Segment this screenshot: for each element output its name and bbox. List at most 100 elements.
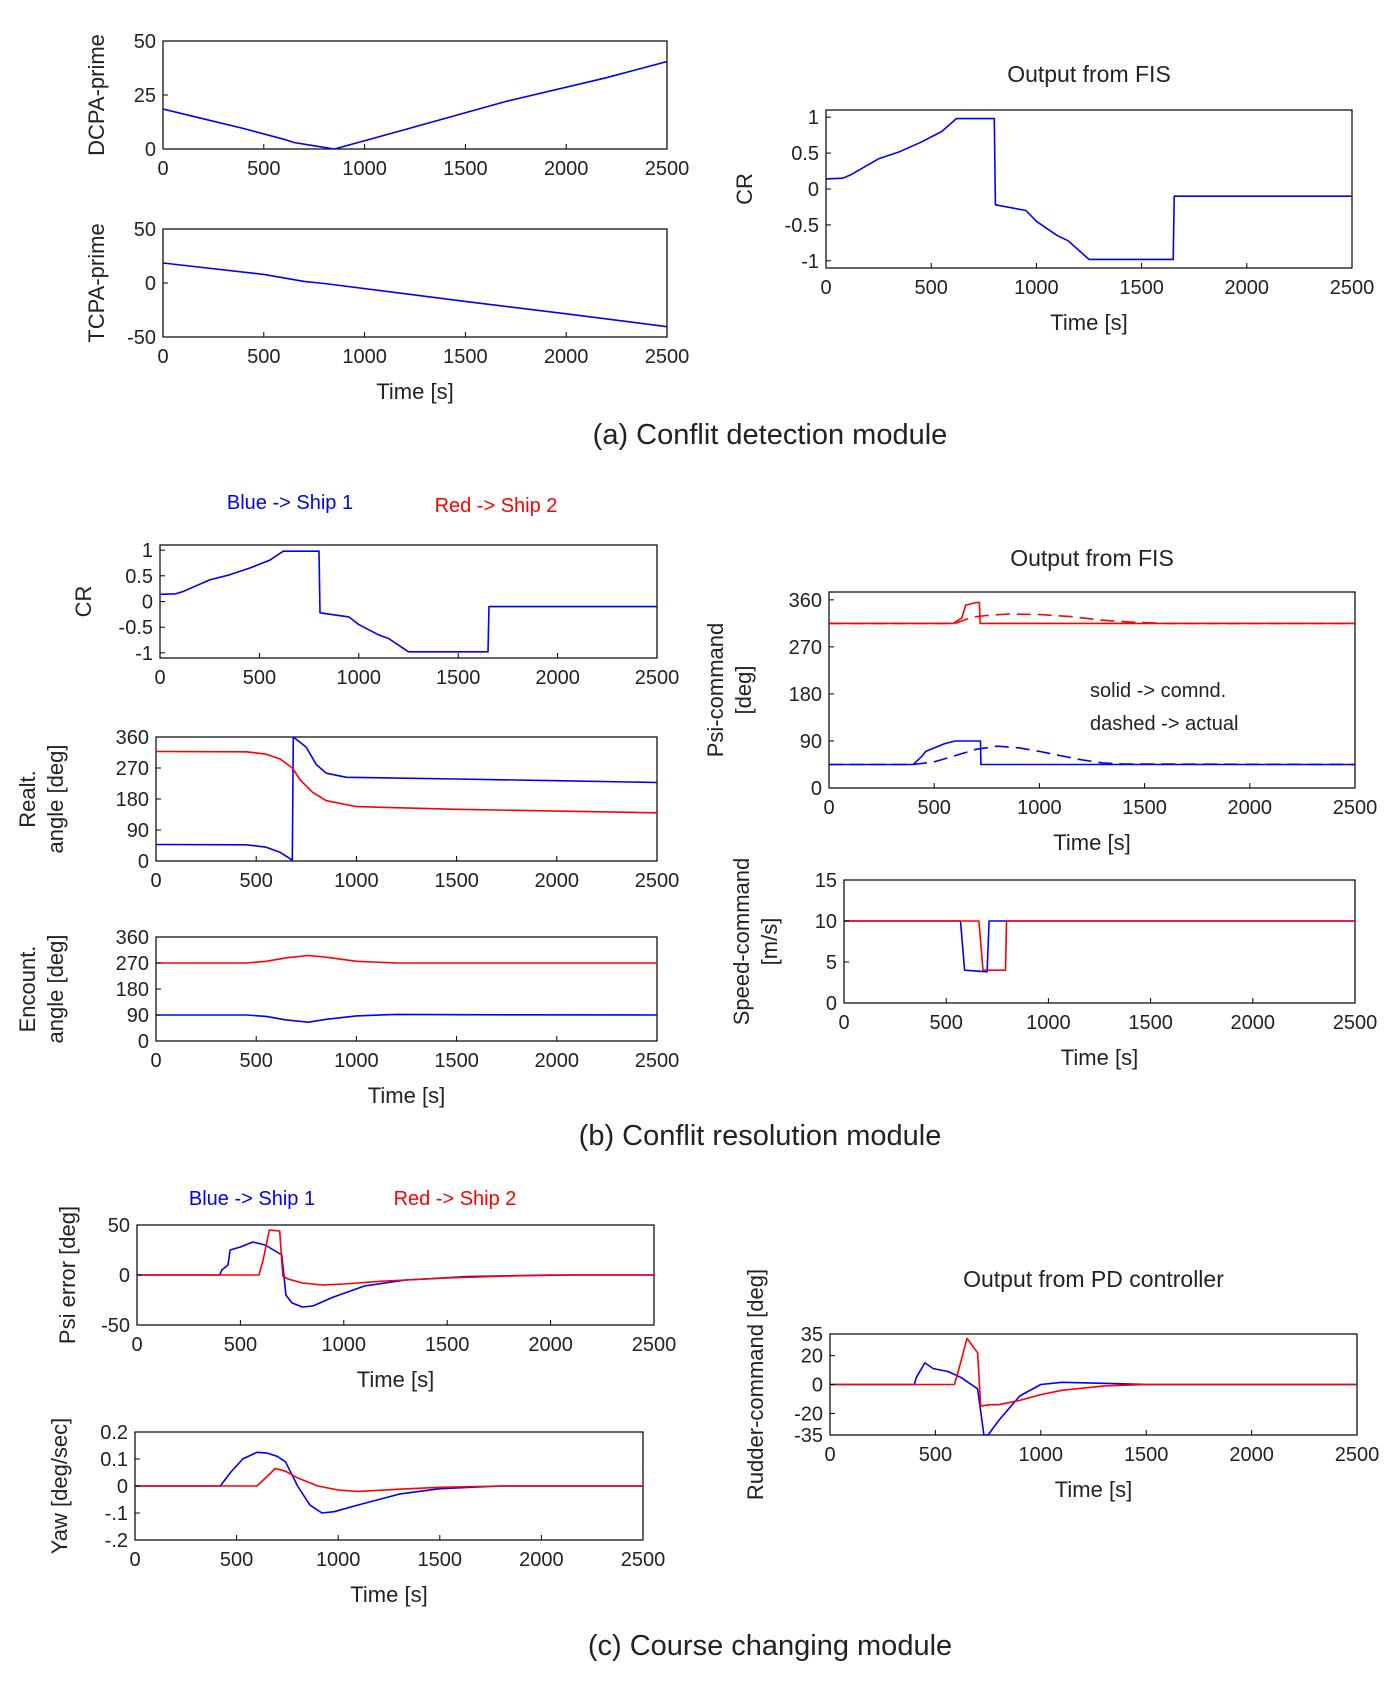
psi_err-ylabel: Psi error [deg]: [55, 1206, 80, 1344]
enc-series-red-line: [156, 954, 657, 964]
chart-tcpa: 0 500 1000 1500 2000 2500-50050TCPA-primeTime…: [84, 219, 689, 404]
rudder-ytick-label: -35: [794, 1425, 823, 1447]
dcpa-plot-frame: [162, 40, 668, 150]
cr_a-title: Output from FIS: [1007, 61, 1171, 87]
enc-xtick-label: 2500: [635, 1050, 680, 1072]
psi_cmd-xtick-label: 1000: [1017, 797, 1062, 819]
yaw-xtick-label: 1500: [418, 1549, 463, 1571]
enc-series-blue-line: [156, 1013, 657, 1024]
tcpa-xtick-label: 0: [157, 346, 168, 368]
cr_a-plot-frame: [825, 109, 1353, 269]
psi_cmd-ytick-label: 180: [789, 684, 822, 706]
relt-series-red-line: [156, 750, 657, 814]
legend-blue-b: Blue -> Ship 1: [227, 492, 353, 514]
cr_b-series-group: [160, 550, 657, 653]
psi_err-ytick-label: -50: [101, 1315, 130, 1337]
enc-xlabel: Time [s]: [368, 1083, 445, 1108]
relt-xtick-label: 2500: [635, 870, 680, 892]
enc-ytick-label: 90: [127, 1005, 149, 1027]
tcpa-xtick-label: 2500: [645, 346, 690, 368]
cr_a-ytick-label: -0.5: [785, 215, 819, 237]
cr_a-series-group: [826, 117, 1352, 261]
enc-xtick-label: 0: [150, 1050, 161, 1072]
enc-ylabel: Encount.: [15, 946, 40, 1033]
relt-xtick-label: 1000: [334, 870, 379, 892]
psi_cmd-title: Output from FIS: [1010, 545, 1174, 571]
cr_a-ytick-label: 0.5: [791, 143, 819, 165]
dcpa-xtick-label: 1500: [443, 158, 488, 180]
cr_b-xtick-label: 0: [154, 667, 165, 689]
cr_b-xtick-label: 1500: [436, 667, 481, 689]
rudder-xtick-label: 2000: [1229, 1444, 1274, 1466]
psi_cmd-series-red-line: [829, 601, 1355, 625]
rudder-xtick-label: 2500: [1335, 1444, 1380, 1466]
speed-xtick-label: 0: [838, 1012, 849, 1034]
relt-xtick-label: 1500: [434, 870, 479, 892]
yaw-series-red-line: [135, 1467, 643, 1493]
dcpa-xtick-label: 2500: [645, 158, 690, 180]
cr_a-series-blue-line: [826, 117, 1352, 261]
speed-xtick-label: 2500: [1333, 1012, 1378, 1034]
yaw-ytick-label: -.2: [105, 1530, 128, 1552]
rudder-series-group: [830, 1337, 1357, 1436]
psi_cmd-xlabel: Time [s]: [1053, 830, 1130, 855]
speed-ytick-label: 0: [826, 993, 837, 1015]
psi_cmd-xtick-label: 0: [823, 797, 834, 819]
enc-plot-frame: [155, 936, 658, 1042]
tcpa-ytick-label: 0: [145, 273, 156, 295]
psi_cmd-xtick-label: 2500: [1333, 797, 1378, 819]
legend-red-c: Red -> Ship 2: [394, 1188, 517, 1210]
cr_a-xtick-label: 500: [915, 277, 948, 299]
yaw-xtick-label: 2000: [519, 1549, 564, 1571]
psi_cmd-ylabel: [deg]: [731, 666, 756, 715]
speed-ytick-label: 5: [826, 952, 837, 974]
rudder-ylabel: Rudder-command [deg]: [743, 1269, 768, 1500]
cr_b-xtick-label: 500: [243, 667, 276, 689]
cr_a-xtick-label: 0: [820, 277, 831, 299]
relt-xtick-label: 0: [150, 870, 161, 892]
cr_b-xtick-label: 2000: [535, 667, 580, 689]
cr_b-xtick-label: 2500: [635, 667, 680, 689]
cr_a-ytick-label: 1: [808, 107, 819, 129]
cr_b-ytick-label: 1: [142, 540, 153, 562]
chart-cr_b: 0 500 1000 1500 2000 2500 -1 -0.5 0 0.5 1 CR: [71, 540, 679, 689]
dcpa-xtick-label: 500: [247, 158, 280, 180]
rudder-xtick-label: 1500: [1124, 1444, 1169, 1466]
psi_cmd-xtick-label: 1500: [1122, 797, 1167, 819]
yaw-xtick-label: 0: [129, 1549, 140, 1571]
psi_cmd-plot-frame: [828, 591, 1356, 789]
chart-enc: 0 500 1000 1500 2000 2500 0 90 180 270 360 Encount.…: [15, 927, 679, 1108]
psi_cmd-series-blue-dashed-line: [829, 745, 1355, 766]
cr_b-ylabel: CR: [71, 586, 96, 618]
rudder-title: Output from PD controller: [963, 1266, 1224, 1292]
chart-psi_cmd: 0 500 1000 1500 2000 2500 0 90 180 270 360 Psi-comm…: [703, 545, 1377, 855]
relt-ytick-label: 270: [116, 758, 149, 780]
rudder-ytick-label: 20: [801, 1346, 823, 1368]
psi_err-ytick-label: 50: [108, 1215, 130, 1237]
chart-speed: 0 500 1000 1500 2000 2500 0 5 10 15 Speed-command[…: [729, 858, 1377, 1070]
psi_cmd-series-group: [829, 601, 1355, 766]
yaw-ylabel: Yaw [deg/sec]: [47, 1418, 72, 1555]
rudder-xtick-label: 0: [824, 1444, 835, 1466]
cr_a-ytick-label: 0: [808, 179, 819, 201]
psi_err-xtick-label: 2500: [632, 1334, 677, 1356]
cr_a-xtick-label: 2000: [1225, 277, 1270, 299]
relt-ylabel: angle [deg]: [43, 745, 68, 854]
yaw-ytick-label: 0.2: [100, 1422, 128, 1444]
cr_b-ytick-label: 0: [142, 592, 153, 614]
yaw-xtick-label: 1000: [316, 1549, 361, 1571]
speed-ytick-label: 15: [815, 870, 837, 892]
relt-ytick-label: 180: [116, 789, 149, 811]
cr_b-ytick-label: 0.5: [125, 566, 153, 588]
yaw-ytick-label: 0.1: [100, 1449, 128, 1471]
cr_a-xtick-label: 2500: [1330, 277, 1375, 299]
speed-series-red-line: [844, 920, 1355, 972]
rudder-series-blue-line: [830, 1362, 1357, 1436]
enc-xtick-label: 500: [240, 1050, 273, 1072]
psi_err-xtick-label: 2000: [528, 1334, 573, 1356]
speed-ylabel: Speed-command: [729, 858, 754, 1026]
enc-xtick-label: 1500: [434, 1050, 479, 1072]
tcpa-plot-frame: [162, 228, 668, 338]
